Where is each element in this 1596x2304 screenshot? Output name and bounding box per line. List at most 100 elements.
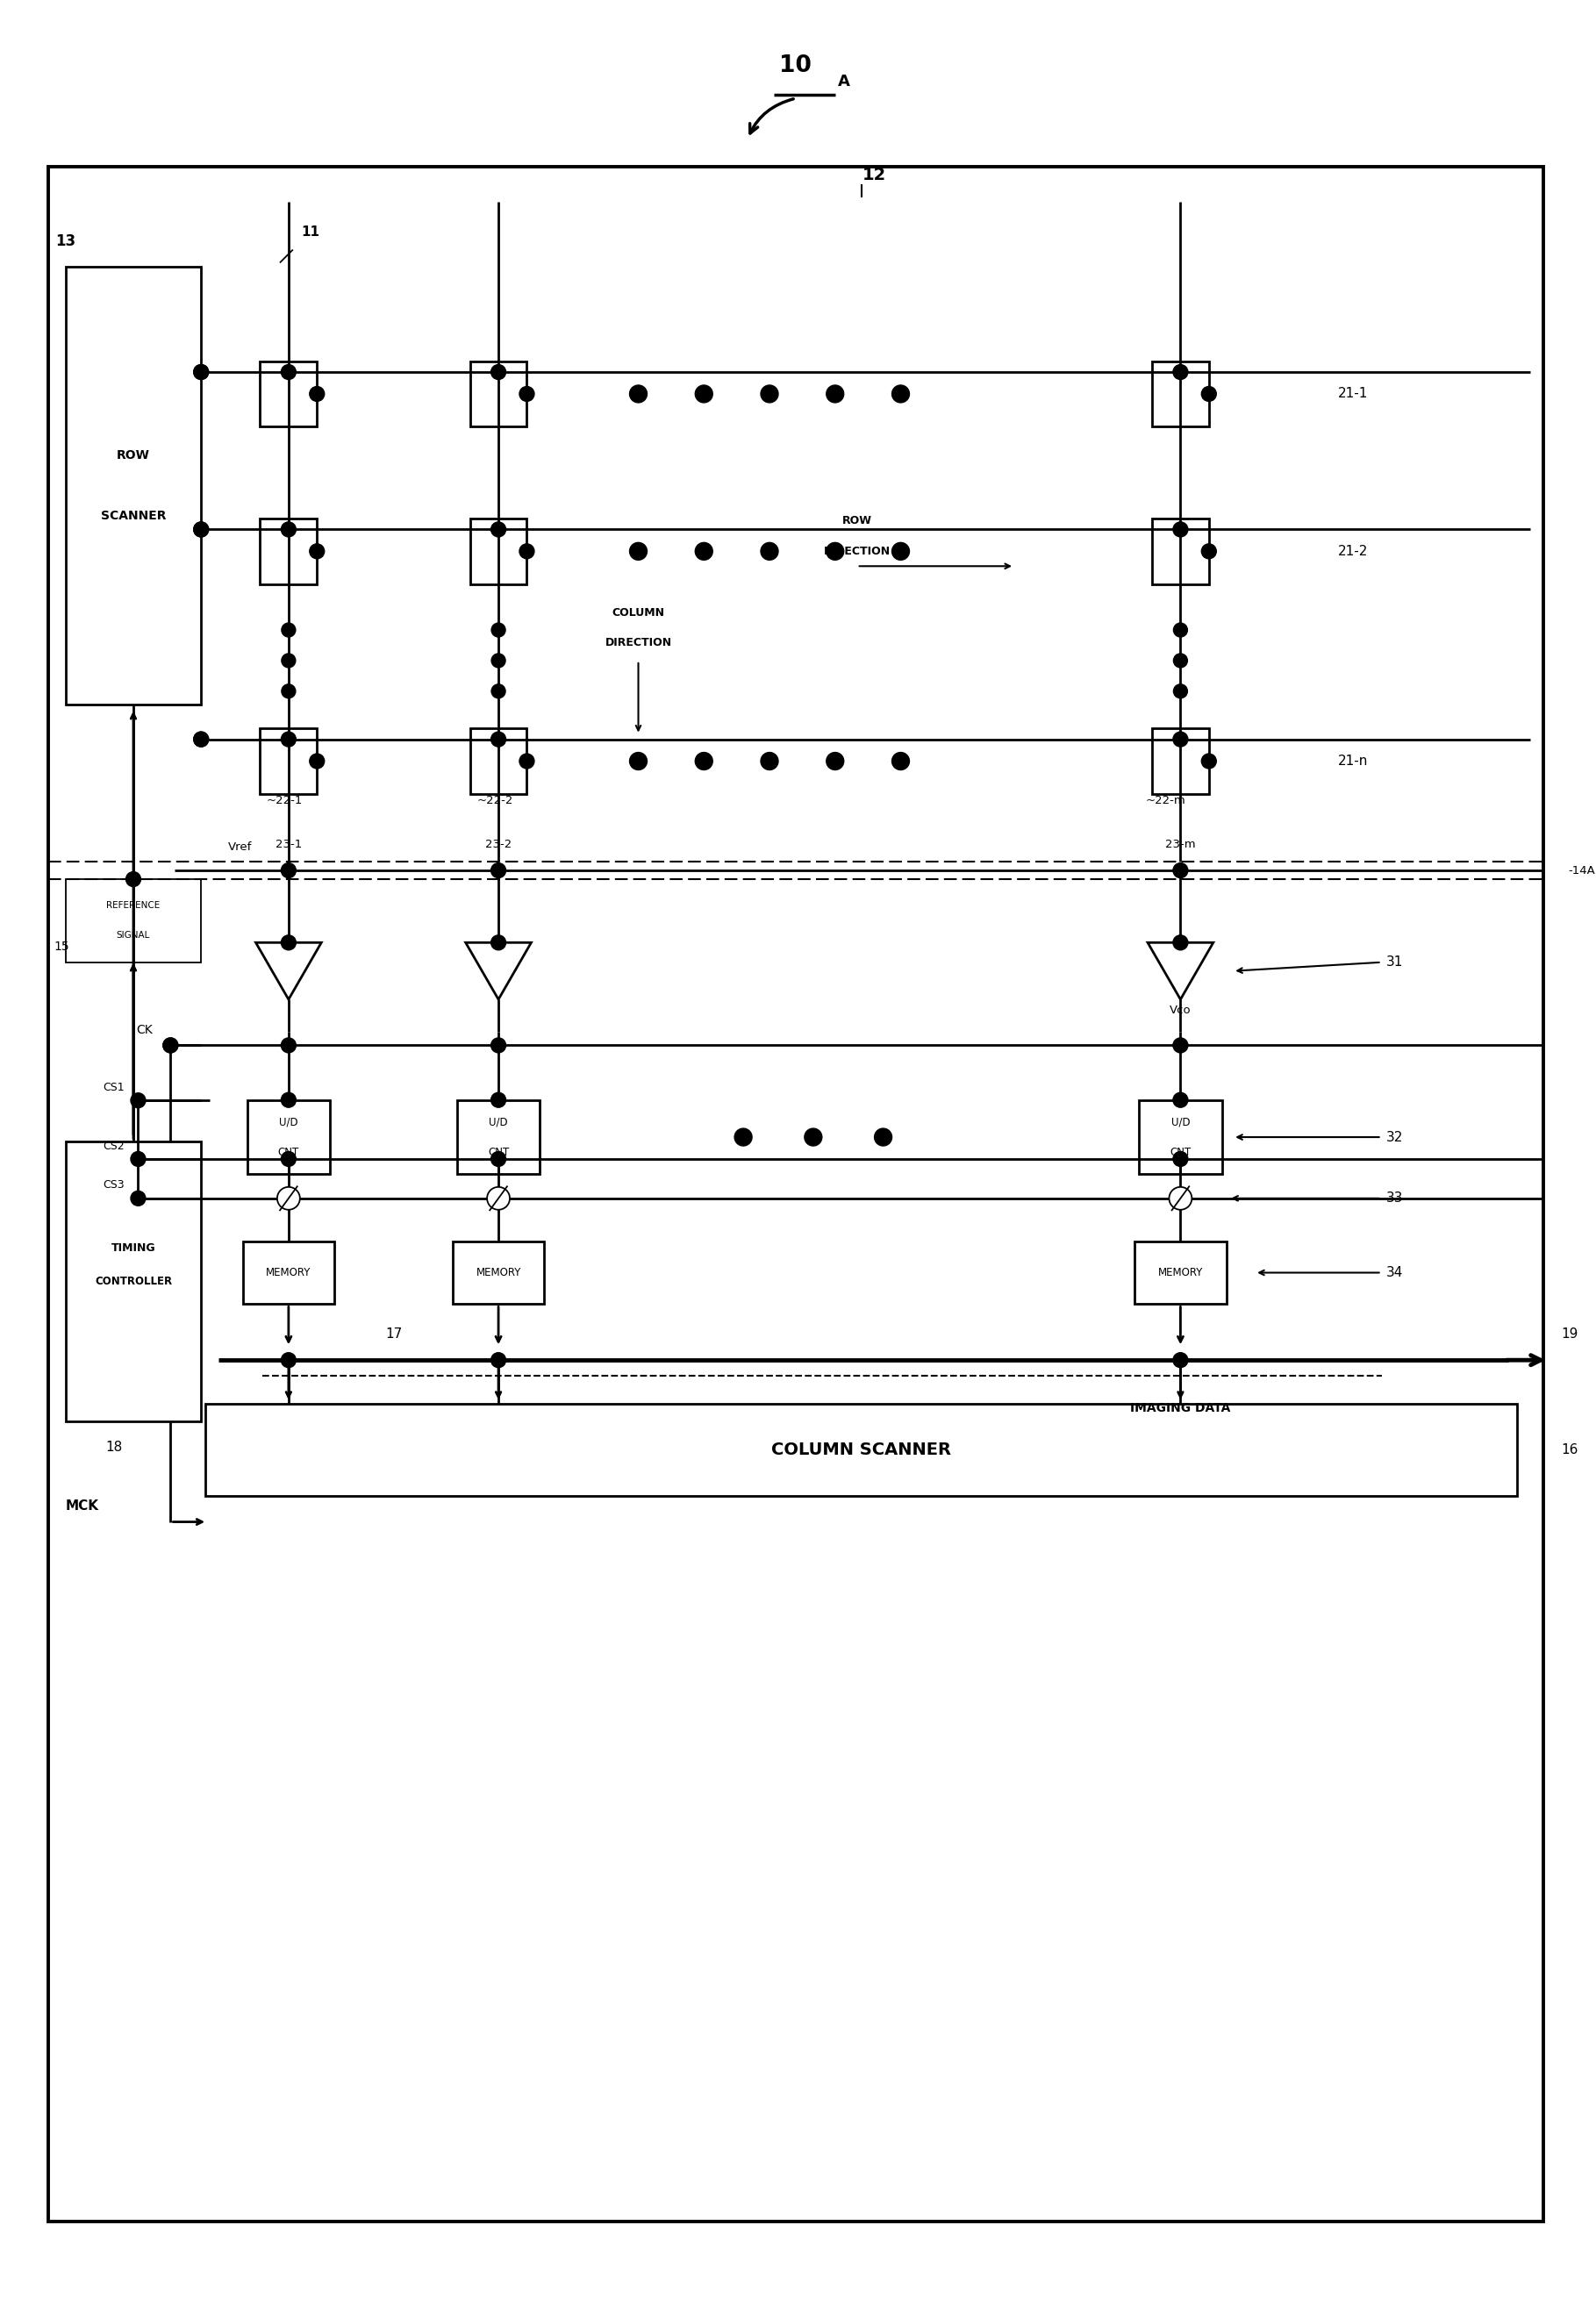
Circle shape	[1173, 1152, 1187, 1166]
Circle shape	[492, 1352, 506, 1369]
Text: 15: 15	[54, 940, 69, 952]
Circle shape	[163, 1037, 177, 1053]
Circle shape	[1173, 1352, 1187, 1369]
Circle shape	[1170, 1187, 1192, 1210]
Circle shape	[892, 753, 910, 770]
Text: SIGNAL: SIGNAL	[117, 931, 150, 940]
Text: 11: 11	[302, 226, 319, 240]
Text: A: A	[838, 74, 851, 90]
Circle shape	[1202, 387, 1216, 401]
Circle shape	[1173, 864, 1187, 878]
Bar	[1152, 728, 1208, 795]
Circle shape	[310, 544, 324, 560]
Circle shape	[892, 541, 910, 560]
Circle shape	[1173, 523, 1187, 537]
Circle shape	[281, 1037, 295, 1053]
Circle shape	[519, 387, 535, 401]
Circle shape	[193, 523, 209, 537]
Circle shape	[281, 733, 295, 746]
Circle shape	[1173, 654, 1187, 668]
Circle shape	[281, 935, 295, 949]
Circle shape	[1202, 753, 1216, 770]
Circle shape	[281, 684, 295, 698]
Text: 23-2: 23-2	[485, 839, 512, 850]
Bar	[260, 728, 318, 795]
Circle shape	[492, 654, 506, 668]
Text: DIRECTION: DIRECTION	[824, 546, 891, 558]
Circle shape	[310, 387, 324, 401]
Circle shape	[1173, 684, 1187, 698]
Circle shape	[696, 385, 713, 403]
Text: 10: 10	[779, 55, 812, 78]
Circle shape	[281, 622, 295, 636]
Circle shape	[193, 733, 209, 746]
Circle shape	[1173, 1092, 1187, 1108]
Text: MCK: MCK	[65, 1500, 99, 1514]
Circle shape	[761, 753, 779, 770]
Text: ~22-2: ~22-2	[477, 795, 512, 806]
Circle shape	[734, 1129, 752, 1145]
Text: MEMORY: MEMORY	[476, 1267, 520, 1279]
Bar	[1152, 518, 1208, 585]
Bar	[206, 198, 1518, 862]
Circle shape	[492, 364, 506, 380]
Text: 32: 32	[1385, 1131, 1403, 1143]
Circle shape	[281, 1352, 295, 1369]
Text: U/D: U/D	[1171, 1117, 1191, 1129]
Text: ~22-m: ~22-m	[1146, 795, 1186, 806]
Circle shape	[696, 541, 713, 560]
Text: 17: 17	[385, 1327, 402, 1341]
Text: 16: 16	[1561, 1442, 1578, 1456]
Text: -14A: -14A	[1567, 864, 1594, 876]
Text: DIRECTION: DIRECTION	[605, 638, 672, 650]
Circle shape	[131, 1092, 145, 1108]
Text: CONTROLLER: CONTROLLER	[94, 1276, 172, 1288]
Bar	[65, 880, 201, 963]
Bar	[469, 728, 527, 795]
Text: MEMORY: MEMORY	[267, 1267, 311, 1279]
Text: U/D: U/D	[488, 1117, 508, 1129]
Text: COLUMN: COLUMN	[611, 606, 664, 617]
Circle shape	[492, 1092, 506, 1108]
Bar	[65, 267, 201, 705]
Bar	[206, 1403, 1518, 1495]
Text: CNT: CNT	[1170, 1147, 1191, 1157]
Circle shape	[1173, 733, 1187, 746]
Text: CS3: CS3	[102, 1180, 124, 1191]
Bar	[247, 1099, 330, 1175]
Circle shape	[193, 733, 209, 746]
Circle shape	[804, 1129, 822, 1145]
Circle shape	[629, 753, 646, 770]
Text: 23-m: 23-m	[1165, 839, 1195, 850]
Circle shape	[1173, 935, 1187, 949]
Text: 21-2: 21-2	[1337, 544, 1368, 558]
Bar	[260, 362, 318, 426]
Circle shape	[1173, 622, 1187, 636]
Circle shape	[278, 1187, 300, 1210]
Circle shape	[281, 864, 295, 878]
Circle shape	[281, 654, 295, 668]
Text: 13: 13	[56, 233, 75, 249]
Circle shape	[131, 1152, 145, 1166]
Circle shape	[761, 385, 779, 403]
Text: 21-1: 21-1	[1337, 387, 1368, 401]
Circle shape	[696, 753, 713, 770]
Circle shape	[519, 753, 535, 770]
Circle shape	[761, 541, 779, 560]
Text: 19: 19	[1561, 1327, 1578, 1341]
Text: 12: 12	[862, 166, 886, 184]
Circle shape	[827, 385, 844, 403]
Circle shape	[827, 753, 844, 770]
Circle shape	[492, 864, 506, 878]
Bar	[453, 1242, 544, 1304]
Circle shape	[519, 544, 535, 560]
Bar	[1140, 1099, 1223, 1175]
Circle shape	[492, 1037, 506, 1053]
Circle shape	[629, 541, 646, 560]
Circle shape	[163, 1037, 177, 1053]
Circle shape	[487, 1187, 509, 1210]
Text: CNT: CNT	[488, 1147, 509, 1157]
Text: 18: 18	[105, 1440, 123, 1454]
Text: TIMING: TIMING	[112, 1242, 155, 1253]
Circle shape	[1173, 1037, 1187, 1053]
